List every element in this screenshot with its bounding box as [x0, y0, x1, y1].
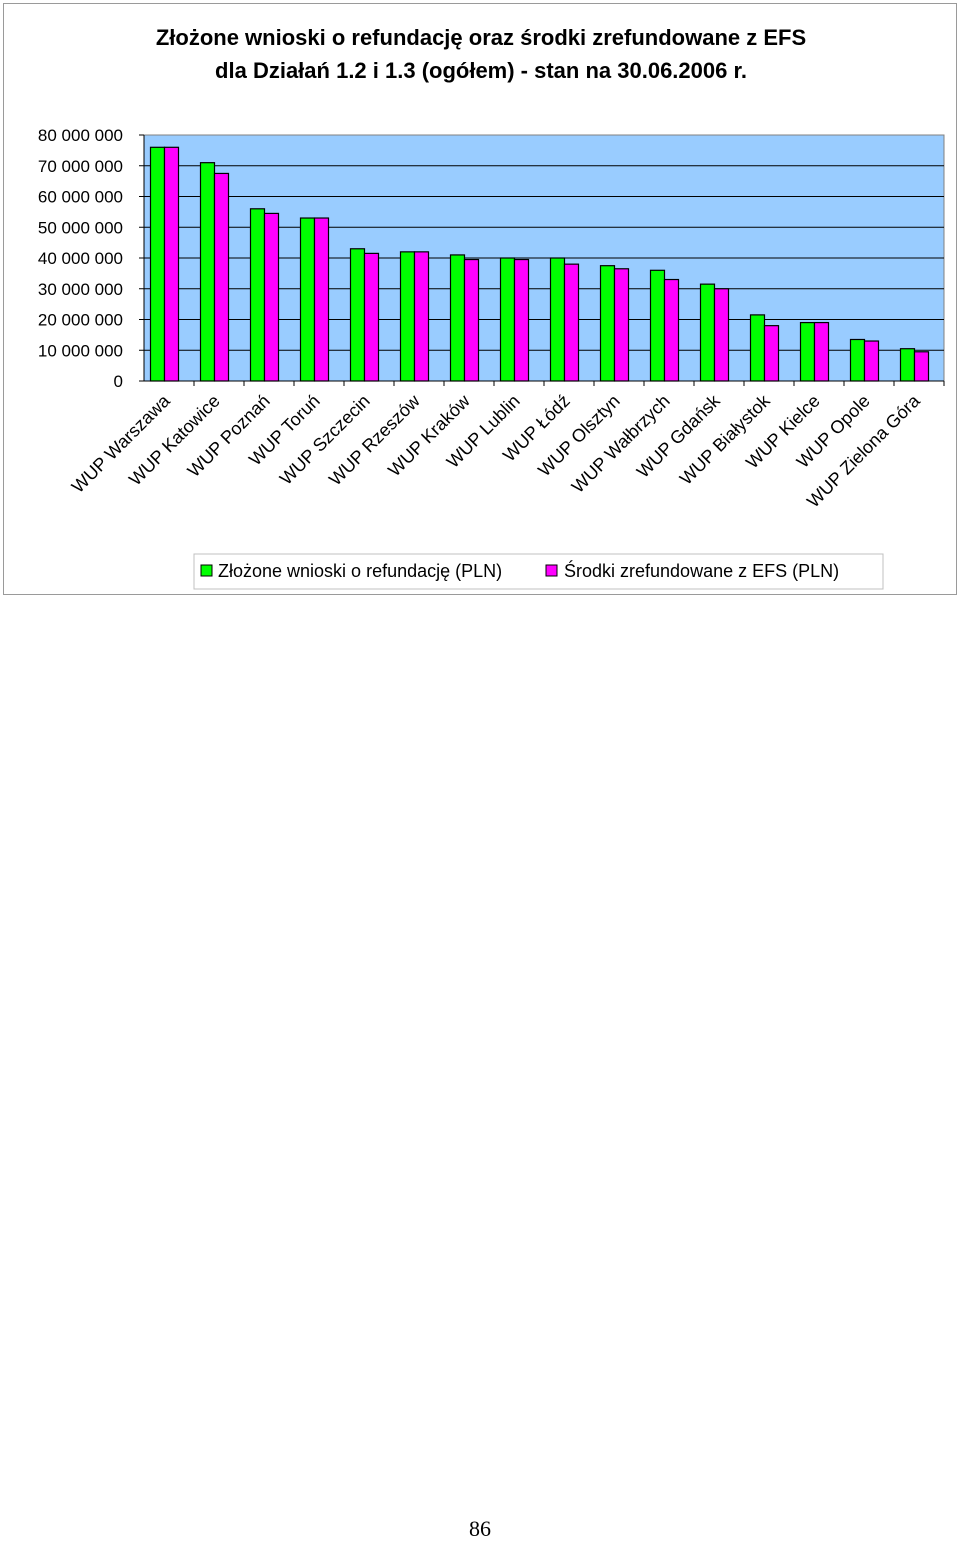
legend: Złożone wnioski o refundację (PLN) Środk…: [193, 553, 884, 590]
bar-refunded: [763, 325, 780, 382]
bar-refunded: [263, 212, 280, 382]
y-tick-label: 40 000 000: [38, 249, 123, 268]
chart-title: Złożone wnioski o refundację oraz środki…: [156, 25, 806, 50]
bar-refunded: [313, 217, 330, 382]
x-tick-label: WUP Szczecin: [276, 391, 374, 489]
bar-submitted: [349, 248, 366, 382]
bar-refunded: [213, 172, 230, 382]
bar-submitted: [899, 348, 916, 382]
bar-refunded: [813, 321, 830, 382]
bar-refunded: [563, 263, 580, 382]
y-tick-label: 10 000 000: [38, 341, 123, 360]
chart-frame: Złożone wnioski o refundację oraz środki…: [3, 3, 957, 595]
y-tick-label: 0: [114, 372, 123, 391]
bar-refunded: [663, 278, 680, 382]
legend-swatch-refunded: [545, 564, 558, 577]
bar-submitted: [799, 321, 816, 382]
bar-submitted: [399, 251, 416, 382]
bar-submitted: [849, 338, 866, 382]
bar-refunded: [463, 258, 480, 382]
chart-subtitle: dla Działań 1.2 i 1.3 (ogółem) - stan na…: [215, 58, 747, 83]
y-tick-label: 20 000 000: [38, 311, 123, 330]
bar-submitted: [249, 208, 266, 382]
y-axis-tick-labels: 0 10 000 000 20 000 000 30 000 000 40 000 00…: [38, 126, 123, 391]
y-tick-label: 70 000 000: [38, 157, 123, 176]
bar-submitted: [499, 257, 516, 382]
bar-refunded: [413, 251, 430, 382]
bar-refunded: [513, 258, 530, 382]
bar-refunded: [163, 146, 180, 382]
bar-refunded: [863, 340, 880, 382]
legend-label-submitted: Złożone wnioski o refundację (PLN): [218, 561, 502, 581]
y-tick-label: 50 000 000: [38, 218, 123, 237]
bar-refunded: [363, 252, 380, 382]
bar-submitted: [199, 162, 216, 382]
bar-submitted: [599, 265, 616, 382]
bar-submitted: [699, 283, 716, 382]
page-number: 86: [469, 1516, 491, 1541]
bar-submitted: [299, 217, 316, 382]
bar-submitted: [149, 146, 166, 382]
y-tick-label: 60 000 000: [38, 188, 123, 207]
legend-swatch-submitted: [200, 564, 213, 577]
bar-submitted: [749, 314, 766, 382]
legend-box: [193, 553, 884, 590]
y-tick-label: 30 000 000: [38, 280, 123, 299]
bar-submitted: [649, 269, 666, 382]
bar-refunded: [713, 288, 730, 382]
bar-submitted: [449, 254, 466, 382]
legend-label-refunded: Środki zrefundowane z EFS (PLN): [564, 560, 839, 581]
bar-chart: Złożone wnioski o refundację oraz środki…: [38, 25, 945, 590]
bar-refunded: [913, 351, 930, 382]
plot-area: [139, 134, 945, 386]
y-tick-label: 80 000 000: [38, 126, 123, 145]
bar-submitted: [549, 257, 566, 382]
bar-refunded: [613, 268, 630, 382]
